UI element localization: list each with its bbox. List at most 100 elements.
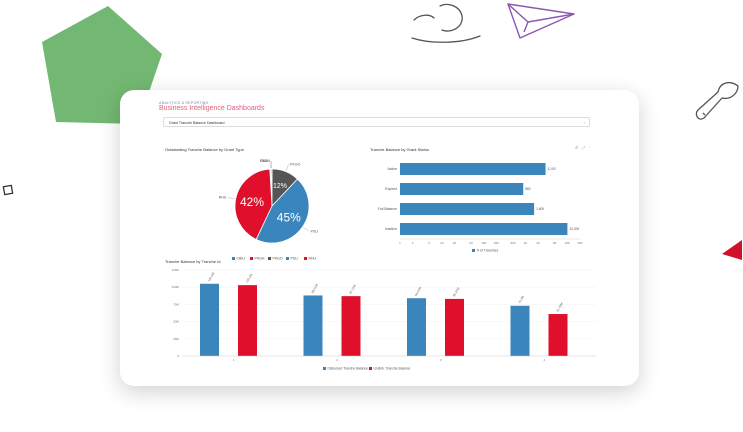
hbar-x-tick: 2K [536,241,540,245]
hbar-x-tick: 10K [565,241,570,245]
square-decoration [2,184,14,196]
hbar-x-tick: 10 [440,241,444,245]
pie-slice-label: RHU [219,196,227,200]
hbar-category-label: Expired [385,187,397,191]
vbar-y-tick: 100M [171,285,179,289]
vbar-bar[interactable] [445,298,464,356]
pie-slice-percent: 45% [277,210,301,224]
vbar-x-tick: 2 [336,358,338,362]
hbar-value-label: 882 [525,187,531,191]
settings-icon[interactable]: ⚙ [575,145,579,150]
legend-swatch [250,257,253,260]
hbar-x-tick: 20K [577,241,582,245]
hbar-category-label: Inactive [385,227,397,231]
legend-label-cbiu[interactable]: CBIU [237,257,246,261]
vbar-value-label: 83.37M [452,286,461,297]
hbar-value-label: 10,200 [569,227,579,231]
vbar-value-label: 61.43M [555,301,564,312]
legend-swatch [268,257,271,260]
vbar-value-label: 73.3M [517,295,525,305]
triangle-decoration [722,240,742,260]
dashboard-select[interactable]: Grant Tranche Balance Dashboard › [163,117,590,127]
hbar-x-tick: 2 [412,241,414,245]
hbar-x-tick: 1K [524,241,528,245]
hbar-chart: Active 3,100 Expired 882 Full Balance 1.60K In… [378,163,583,253]
pie-slice-rhu[interactable] [234,168,273,240]
hbar-x-tick: 500 [510,241,515,245]
pie-slice-label: PSU [311,230,319,234]
legend-label-rhu[interactable]: RHU [309,257,317,261]
vbar-value-label: 88.01M [310,283,319,294]
pie-slice-label: PKGO [290,162,300,166]
hbar-bar[interactable] [400,163,546,175]
hbar-category-label: Active [387,167,397,171]
vbar-x-tick: 3 [440,358,442,362]
dashboard-select-value: Grant Tranche Balance Dashboard [169,121,225,125]
vbar-value-label: 84.01M [414,286,423,297]
vbar-value-label: 103.2M [245,273,254,284]
vbar-chart-title: Tranche Balance by Tranche Id [165,259,221,264]
vbar-bar[interactable] [548,314,568,356]
legend-swatch [369,367,372,370]
chevron-down-icon: › [583,120,585,125]
pie-leader-line [285,164,289,171]
legend-label-psu[interactable]: PSU [291,257,299,261]
hbar-category-label: Full Balance [378,207,397,211]
vbar-y-tick: 25M [173,337,179,341]
legend-swatch [286,257,289,260]
hbar-chart-title: Tranche Balance by Grant Status [370,147,429,152]
paper-plane-icon [507,3,575,39]
pie-leader-line [303,227,310,232]
pie-slice-percent: 12% [273,183,287,190]
vbar-y-tick: 125M [171,268,179,272]
legend-label-series[interactable]: Undisb. Tranche Balance [374,367,411,371]
hbar-bar[interactable] [400,203,535,215]
pie-slice-percent: 42% [240,195,264,209]
legend-swatch [323,367,326,370]
hbar-bar[interactable] [400,183,524,195]
vbar-value-label: 87.12M [348,284,357,295]
legend-swatch [232,257,235,260]
hbar-x-tick: 5 [428,241,430,245]
legend-label-pkgh[interactable]: PKGH [255,257,265,261]
vbar-chart: 0 25M 50M 75M 100M 125M 105.6M 103.2M 1 88.01M 87.… [171,268,596,371]
vbar-bar[interactable] [407,298,426,356]
hbar-x-tick: 200 [494,241,499,245]
vbar-y-tick: 50M [173,320,179,324]
legend-label-series[interactable]: Disbursed Tranche Balance [328,367,369,371]
hbar-value-label: 1.60K [536,207,545,211]
dashboard-card: ANALYTICS & REPORTING Business Intellige… [120,90,639,386]
legend-swatch [472,249,475,252]
pie-leader-line [227,197,235,199]
pie-slice-psu[interactable] [255,178,310,244]
vbar-y-tick: 75M [173,302,179,306]
vbar-bar[interactable] [341,296,361,356]
vbar-bar[interactable] [200,283,219,356]
pie-slice-label: PKGH [260,159,270,163]
vbar-value-label: 105.6M [207,271,216,282]
vbar-bar[interactable] [510,305,530,356]
vbar-bar[interactable] [238,285,257,356]
vbar-x-tick: 4 [543,358,545,362]
hbar-bar[interactable] [400,223,568,235]
hbar-x-tick: 100 [481,241,486,245]
vbar-bar[interactable] [303,295,323,356]
breadcrumb[interactable]: ANALYTICS & REPORTING [159,101,209,105]
doodle-decoration [411,3,481,43]
hbar-value-label: 3,100 [548,167,556,171]
more-icon[interactable]: ⋮ [588,145,592,150]
hbar-x-tick: 1 [399,241,401,245]
pie-slice-label: CBIU [260,159,269,163]
hbar-x-tick: 20 [453,241,457,245]
wrench-icon [695,81,739,120]
pie-chart-title: Outstanding Tranche Balance by Grant Typ… [165,147,244,152]
expand-icon[interactable]: ⤢ [582,145,586,150]
hbar-x-tick: 5K [553,241,557,245]
legend-label-pkgo[interactable]: PKGO [273,257,283,261]
page-title: Business Intelligence Dashboards [159,105,265,112]
legend-swatch [304,257,307,260]
vbar-x-tick: 1 [233,358,235,362]
legend-label-tranches[interactable]: # of Tranches [477,249,498,253]
hbar-x-tick: 50 [469,241,473,245]
